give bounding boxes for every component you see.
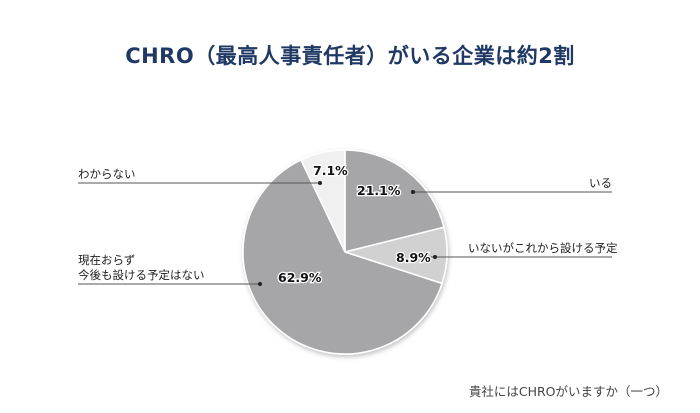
chart-title: CHRO（最高人事責任者）がいる企業は約2割 [125,44,575,68]
pct-unknown: 7.1% [313,163,348,178]
label-planned: いないがこれから設ける予定 [468,241,618,255]
pct-planned: 8.9% [396,250,431,265]
question-footnote: 貴社にはCHROがいますか（一つ） [468,384,668,399]
slice-iru [344,149,445,253]
pct-none: 62.9% [278,270,322,285]
slice-none [242,158,443,355]
label-none-line2: 今後も設ける予定はない [78,268,205,282]
label-unknown: わからない [78,167,136,181]
slice-unknown [299,149,346,253]
label-none-line1: 現在おらず [78,253,136,267]
pct-iru: 21.1% [357,183,401,198]
leader-lines [78,182,612,285]
leader-dots [258,181,437,286]
label-iru: いる [589,176,612,190]
